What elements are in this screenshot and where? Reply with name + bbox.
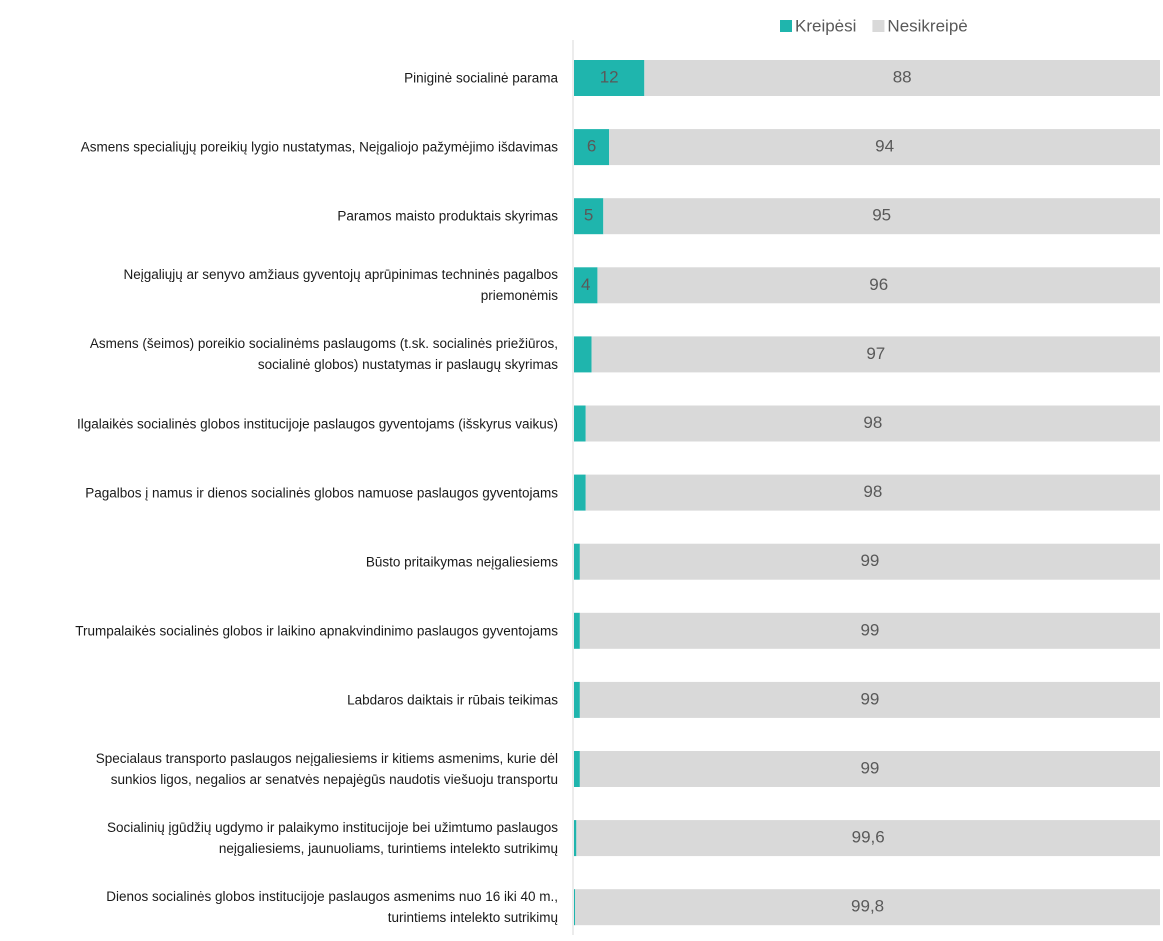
value-label: 97 (866, 344, 885, 363)
legend-label: Kreipėsi (795, 16, 856, 35)
bar-segment (574, 267, 598, 304)
category-label: Trumpalaikės socialinės globos ir laikin… (75, 623, 558, 639)
bar-segment (574, 474, 586, 511)
bar-segment (585, 405, 1160, 442)
bar-segment (609, 129, 1160, 166)
value-label: 99 (860, 551, 879, 570)
bar-segment (579, 612, 1160, 649)
value-label: 98 (863, 413, 882, 432)
category-label: Labdaros daiktais ir rūbais teikimas (347, 692, 558, 708)
value-label: 99 (860, 758, 879, 777)
bar-segment (574, 129, 610, 166)
category-label: Socialinių įgūdžių ugdymo ir palaikymo i… (107, 820, 558, 857)
bar-segment (603, 198, 1160, 235)
bar-segment (579, 751, 1160, 787)
bar-segment (574, 612, 580, 649)
bar-segment (574, 405, 586, 442)
bar-segment (574, 681, 580, 718)
bar-segment (574, 198, 604, 235)
value-label: 95 (872, 206, 891, 225)
bar-segment (574, 543, 580, 580)
category-label: Neįgaliųjų ar senyvo amžiaus gyventojų a… (123, 267, 558, 304)
bar-segment (597, 267, 1160, 304)
value-label: 6 (587, 137, 596, 156)
value-label: 99 (860, 620, 879, 639)
value-label: 4 (581, 275, 590, 294)
value-label: 96 (869, 275, 888, 294)
bar-segment (575, 889, 1160, 926)
value-label: 5 (584, 206, 593, 225)
legend-swatch (780, 20, 792, 32)
bar-segment (644, 60, 1160, 96)
bar-segment (574, 751, 580, 787)
bar-segment (579, 681, 1160, 718)
category-label: Asmens (šeimos) poreikio socialinėms pas… (89, 336, 558, 373)
category-label: Asmens specialiųjų poreikių lygio nustat… (80, 139, 558, 155)
bar-segment (574, 820, 577, 857)
value-label: 99,8 (851, 897, 884, 916)
category-label: Būsto pritaikymas neįgaliesiems (365, 554, 558, 570)
category-label: Paramos maisto produktais skyrimas (337, 208, 558, 224)
bar-segment (574, 336, 592, 373)
category-label: Ilgalaikės socialinės globos institucijo… (77, 416, 558, 431)
category-label: Pagalbos į namus ir dienos socialinės gl… (85, 485, 558, 501)
bar-segment (576, 820, 1160, 857)
bar-segment (574, 889, 576, 926)
category-label: Piniginė socialinė parama (404, 70, 558, 86)
legend-swatch (872, 20, 885, 32)
bar-segment (585, 474, 1160, 511)
category-label: Dienos socialinės globos institucijoje p… (106, 889, 558, 926)
bar-segment (579, 543, 1160, 580)
category-label: Specialaus transporto paslaugos neįgalie… (95, 751, 558, 787)
legend-label: Nesikreipė (887, 16, 967, 35)
bar-segment (574, 60, 645, 96)
value-label: 12 (600, 67, 619, 86)
value-label: 99,6 (852, 828, 885, 847)
value-label: 94 (875, 137, 894, 156)
value-label: 98 (863, 482, 882, 501)
bar-segment (591, 336, 1160, 373)
value-label: 88 (893, 67, 912, 86)
value-label: 99 (860, 689, 879, 708)
